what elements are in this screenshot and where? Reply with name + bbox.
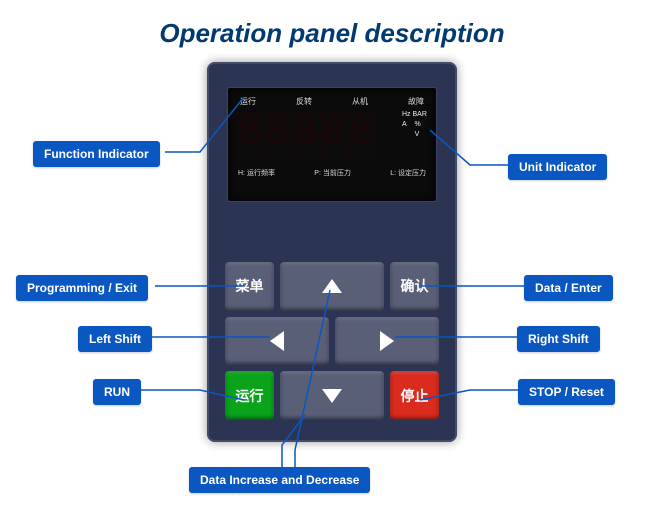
unit-percent: % [414, 121, 420, 128]
indicator-row: 运行 反转 从机 故障 [228, 88, 436, 107]
label-data-inc-dec: Data Increase and Decrease [189, 467, 370, 493]
indicator-run: 运行 [240, 96, 256, 107]
unit-hz: Hz [402, 111, 411, 118]
arrow-left-icon [270, 331, 284, 351]
label-function-indicator: Function Indicator [33, 141, 160, 167]
arrow-down-icon [322, 389, 342, 403]
unit-bar: BAR [413, 111, 427, 118]
unit-indicator-block: Hz BAR A % V [402, 110, 432, 140]
menu-button[interactable]: 菜单 [225, 262, 274, 311]
page-title: Operation panel description [0, 0, 664, 49]
unit-v: V [415, 131, 420, 138]
sub-info-row: H: 运行频率 P: 当前压力 L: 设定压力 [228, 162, 436, 178]
up-button[interactable] [280, 262, 384, 311]
label-data-enter: Data / Enter [524, 275, 613, 301]
subinfo-l: L: 设定压力 [390, 168, 426, 178]
subinfo-h: H: 运行频率 [238, 168, 275, 178]
label-stop-reset: STOP / Reset [518, 379, 615, 405]
subinfo-p: P: 当前压力 [314, 168, 351, 178]
arrow-right-icon [380, 331, 394, 351]
arrow-up-icon [322, 279, 342, 293]
unit-a: A [402, 121, 407, 128]
label-left-shift: Left Shift [78, 326, 152, 352]
run-button[interactable]: 运行 [225, 371, 274, 420]
enter-button[interactable]: 确认 [390, 262, 439, 311]
indicator-slave: 从机 [352, 96, 368, 107]
device-panel: 运行 反转 从机 故障 Hz BAR A % V H: 运行频率 P: 当前压力… [207, 62, 457, 442]
left-button[interactable] [225, 317, 329, 366]
right-button[interactable] [335, 317, 439, 366]
label-run: RUN [93, 379, 141, 405]
keypad: 菜单 确认 运行 停止 [225, 262, 439, 420]
indicator-reverse: 反转 [296, 96, 312, 107]
lcd-screen: 运行 反转 从机 故障 Hz BAR A % V H: 运行频率 P: 当前压力… [227, 87, 437, 202]
stop-button[interactable]: 停止 [390, 371, 439, 420]
label-programming-exit: Programming / Exit [16, 275, 148, 301]
label-unit-indicator: Unit Indicator [508, 154, 607, 180]
down-button[interactable] [280, 371, 384, 420]
indicator-fault: 故障 [408, 96, 424, 107]
label-right-shift: Right Shift [517, 326, 600, 352]
